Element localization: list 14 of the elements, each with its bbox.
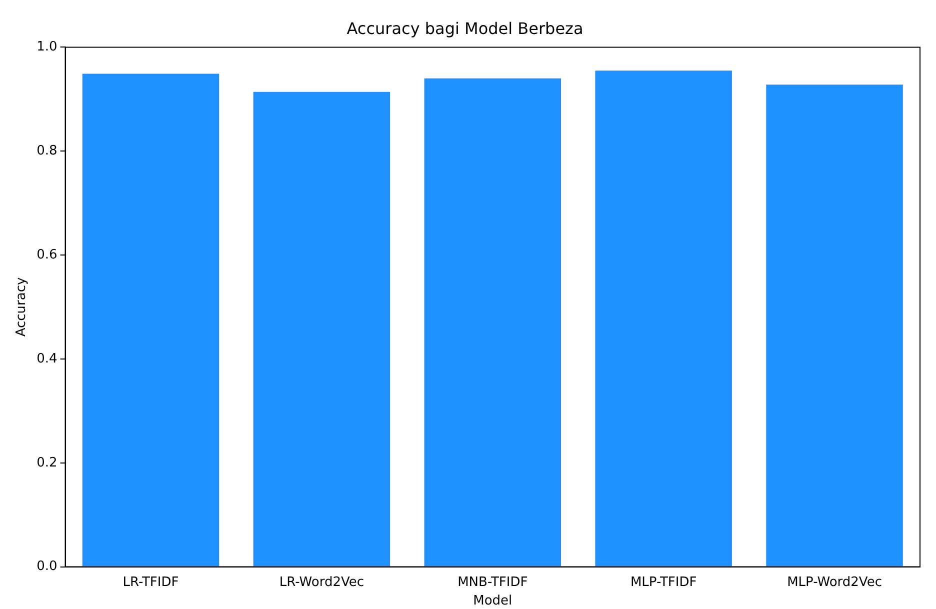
x-tick-label: LR-TFIDF bbox=[122, 574, 179, 590]
y-tick-label: 0.0 bbox=[36, 559, 58, 574]
x-tick-label: MLP-TFIDF bbox=[630, 574, 697, 590]
y-tick-label: 0.4 bbox=[36, 351, 58, 366]
x-tick-label: MNB-TFIDF bbox=[458, 574, 528, 590]
y-tick-label: 0.6 bbox=[36, 247, 58, 262]
chart-title: Accuracy bagi Model Berbeza bbox=[346, 18, 584, 38]
x-tick-label: MLP-Word2Vec bbox=[787, 574, 882, 590]
y-tick-label: 0.2 bbox=[36, 455, 58, 470]
y-tick-label: 0.8 bbox=[36, 143, 58, 158]
x-tick-label: LR-Word2Vec bbox=[279, 574, 364, 590]
y-axis-title: Accuracy bbox=[14, 277, 30, 337]
y-tick-label: 1.0 bbox=[36, 40, 58, 55]
x-axis-title: Model bbox=[473, 594, 512, 609]
